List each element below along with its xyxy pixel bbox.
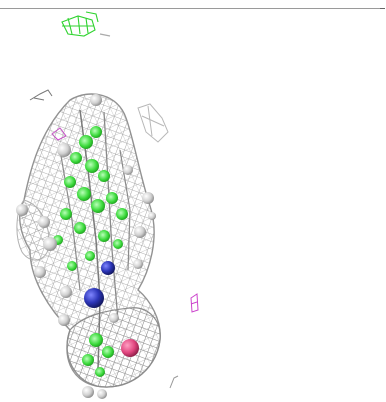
hydrogen-atoms	[16, 94, 156, 399]
top-border-line	[0, 8, 380, 9]
carbon-atoms	[53, 126, 128, 377]
stray-magenta-fragment-right	[190, 293, 199, 313]
top-right-tick	[380, 8, 385, 9]
stray-grey-fragment-right	[137, 103, 169, 143]
stray-grey-fragment-bottom	[169, 375, 179, 389]
nitrogen-atoms	[84, 261, 115, 308]
stray-green-fragment	[61, 11, 99, 37]
stray-grey-fragment-top	[99, 33, 111, 37]
stray-grey-fragment-left	[29, 89, 53, 101]
oxygen-atoms	[121, 339, 139, 357]
